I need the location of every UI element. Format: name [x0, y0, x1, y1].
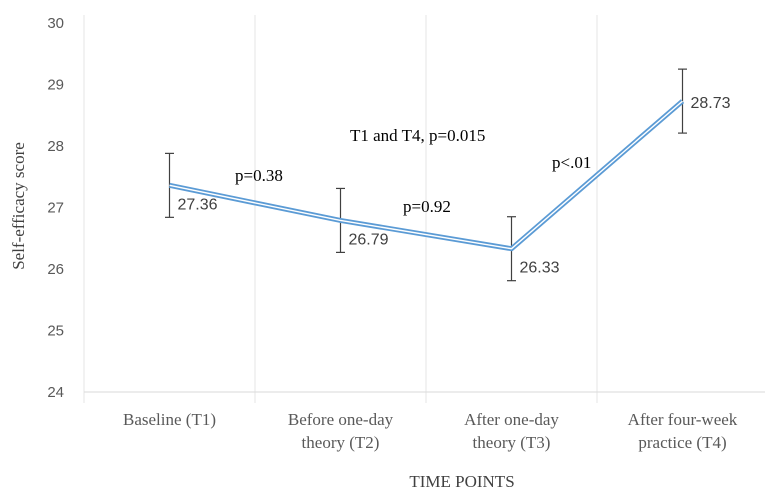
x-category-label: practice (T4): [638, 433, 726, 452]
data-label: 26.79: [349, 231, 389, 248]
x-category-label: After four-week: [628, 410, 738, 429]
y-tick-label: 28: [47, 138, 64, 155]
data-label: 28.73: [691, 95, 731, 112]
x-category-label: theory (T3): [473, 433, 551, 452]
y-tick-label: 25: [47, 323, 64, 340]
y-tick-label: 29: [47, 77, 64, 94]
x-category-label: theory (T2): [302, 433, 380, 452]
annotation-p-t1-t2: p=0.38: [235, 166, 283, 185]
series-line-inner: [169, 100, 683, 250]
y-tick-label: 24: [47, 384, 64, 401]
annotation-p-t2-t3: p=0.92: [403, 197, 451, 216]
y-tick-label: 27: [47, 200, 64, 217]
y-tick-labels: 24 25 26 27 28 29 30: [47, 15, 64, 401]
data-labels: 27.36 26.79 26.33 28.73: [178, 95, 731, 277]
data-label: 27.36: [178, 196, 218, 213]
y-tick-label: 30: [47, 15, 64, 32]
data-label: 26.33: [520, 260, 560, 277]
series-line: [168, 99, 685, 252]
annotation-t1-t4: T1 and T4, p=0.015: [350, 126, 485, 145]
x-category-label: Baseline (T1): [123, 410, 216, 429]
x-category-labels: Baseline (T1) Before one-day theory (T2) Af…: [123, 410, 738, 452]
annotation-p-t3-t4: p<.01: [552, 153, 591, 172]
gridlines: [83, 15, 598, 403]
y-axis-title: Self-efficacy score: [9, 142, 28, 270]
annotations: p=0.38 p=0.92 p<.01 T1 and T4, p=0.015: [235, 126, 591, 216]
y-tick-label: 26: [47, 261, 64, 278]
x-axis-title: TIME POINTS: [409, 472, 514, 491]
x-category-label: After one-day: [464, 410, 559, 429]
x-category-label: Before one-day: [288, 410, 394, 429]
